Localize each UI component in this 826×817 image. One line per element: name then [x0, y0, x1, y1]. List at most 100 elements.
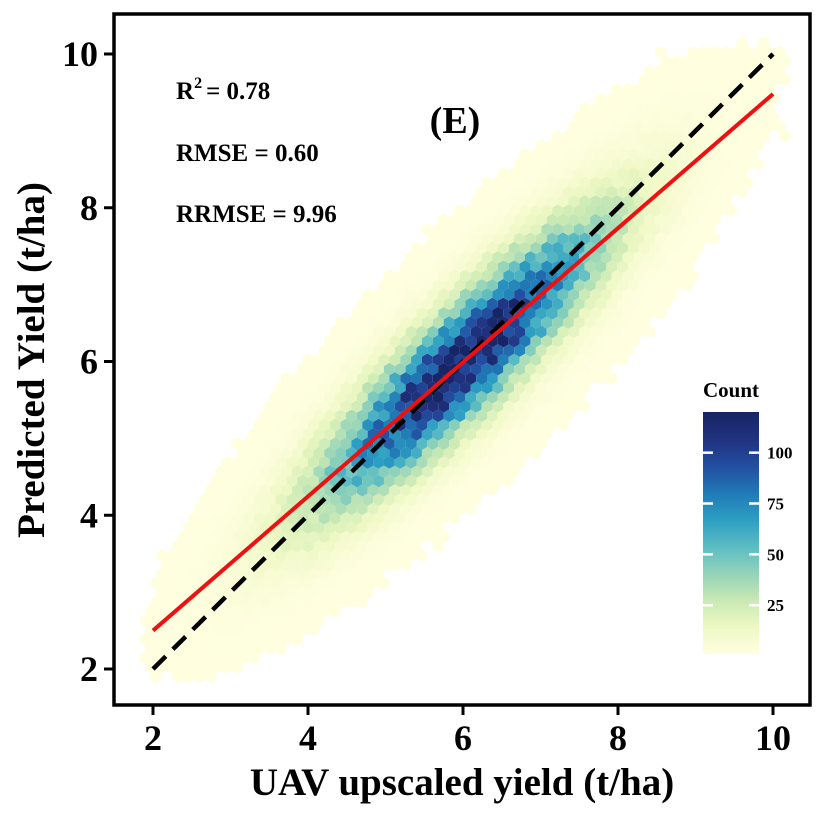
hexbin-cell	[617, 316, 629, 329]
hexbin-cell	[476, 204, 488, 217]
hexbin-cell	[362, 586, 374, 600]
hexbin-cell	[318, 344, 330, 357]
hexbin-cell	[590, 213, 601, 227]
hexbin-cell	[367, 539, 379, 553]
hexbin-cell	[698, 176, 710, 189]
hexbin-cell	[481, 213, 493, 227]
hexbin-cell	[199, 567, 211, 581]
hexbin-cell	[356, 595, 368, 609]
hexbin-cell	[508, 260, 520, 273]
hexbin-cell	[600, 325, 612, 339]
hexbin-cell	[573, 278, 585, 292]
hexbin-cell	[725, 55, 737, 68]
hexbin-cell	[546, 344, 558, 357]
hexbin-cell	[476, 465, 488, 478]
hexbin-cell	[562, 129, 574, 143]
hexbin-cell	[557, 344, 569, 357]
hexbin-cell	[454, 241, 466, 255]
hexbin-cell	[671, 92, 683, 106]
hexbin-cell	[655, 45, 667, 59]
hexbin-cell	[242, 642, 254, 655]
hexbin-cell	[606, 241, 618, 255]
hexbin-cell	[698, 139, 710, 152]
hexbin-cell	[183, 670, 195, 683]
hexbin-cell	[259, 484, 271, 497]
hexbin-cell	[367, 409, 379, 422]
hexbin-cell	[459, 251, 471, 264]
hexbin-cell	[747, 92, 759, 106]
hexbin-cell	[150, 595, 162, 609]
hexbin-cell	[628, 278, 639, 292]
hexbin-cell	[378, 353, 390, 367]
hexbin-cell	[660, 241, 672, 255]
hexbin-cell	[248, 577, 260, 590]
hexbin-cell	[503, 325, 515, 339]
hexbin-cell	[405, 493, 417, 506]
hexbin-cell	[525, 176, 536, 189]
hexbin-cell	[644, 157, 656, 171]
hexbin-cell	[508, 428, 520, 441]
hexbin-cell	[590, 269, 601, 283]
hexbin-cell	[378, 372, 390, 385]
hexbin-cell	[340, 362, 352, 376]
hexbin-cell	[487, 484, 498, 497]
hexbin-cell	[638, 297, 650, 311]
hexbin-cell	[416, 418, 428, 432]
hexbin-cell	[579, 120, 591, 134]
hexbin-layer	[139, 36, 791, 683]
hexbin-cell	[644, 325, 656, 339]
hexbin-cell	[579, 306, 591, 320]
hexbin-cell	[253, 437, 265, 450]
hexbin-cell	[264, 623, 276, 637]
hexbin-cell	[541, 260, 553, 273]
hexbin-cell	[617, 241, 629, 255]
hexbin-cell	[611, 269, 623, 283]
hexbin-cell	[676, 101, 688, 115]
hexbin-cell	[351, 344, 363, 357]
hexbin-cell	[324, 502, 336, 516]
hexbin-cell	[638, 278, 650, 292]
hexbin-cell	[731, 139, 742, 152]
hexbin-cell	[497, 278, 509, 292]
hexbin-cell	[345, 428, 357, 441]
hexbin-cell	[280, 577, 292, 590]
hexbin-cell	[394, 381, 406, 395]
hexbin-cell	[638, 111, 650, 124]
hexbin-cell	[308, 586, 319, 600]
hexbin-cell	[503, 474, 515, 488]
hexbin-cell	[389, 484, 401, 497]
hexbin-cell	[525, 344, 536, 357]
hexbin-cell	[432, 465, 444, 478]
hexbin-cell	[763, 101, 775, 115]
hexbin-cell	[725, 185, 737, 199]
hexbin-cell	[405, 306, 417, 320]
hexbin-cell	[188, 511, 200, 525]
hexbin-cell	[633, 120, 645, 134]
hexbin-cell	[389, 502, 401, 516]
hexbin-cell	[286, 418, 298, 432]
hexbin-cell	[275, 493, 287, 506]
hexbin-cell	[573, 129, 585, 143]
hexbin-cell	[156, 642, 167, 655]
hexbin-cell	[405, 456, 417, 469]
hexbin-cell	[270, 446, 281, 460]
hexbin-cell	[432, 484, 444, 497]
hexbin-cell	[351, 325, 363, 339]
hexbin-cell	[335, 353, 346, 367]
hexbin-cell	[454, 297, 466, 311]
hexbin-cell	[611, 120, 623, 134]
hexbin-cell	[606, 111, 618, 124]
hexbin-cell	[579, 381, 591, 395]
hexbin-cell	[340, 381, 352, 395]
hexbin-cell	[595, 278, 607, 292]
hexbin-cell	[367, 484, 379, 497]
hexbin-cell	[704, 129, 715, 143]
hexbin-cell	[449, 400, 460, 413]
hexbin-cell	[481, 381, 493, 395]
hexbin-cell	[427, 362, 439, 376]
hexbin-cell	[373, 288, 384, 301]
hexbin-cell	[704, 167, 715, 180]
hexbin-cell	[259, 465, 271, 478]
hexbin-cell	[253, 586, 265, 600]
hexbin-cell	[714, 167, 726, 180]
